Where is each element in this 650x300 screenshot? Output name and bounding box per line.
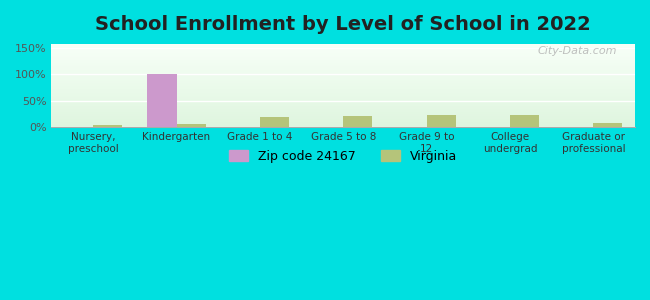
Bar xyxy=(51,56,635,57)
Bar xyxy=(510,115,539,127)
Bar xyxy=(51,103,635,104)
Bar xyxy=(51,54,635,55)
Bar xyxy=(51,111,635,112)
Bar xyxy=(51,87,635,88)
Legend: Zip code 24167, Virginia: Zip code 24167, Virginia xyxy=(223,144,463,170)
Bar xyxy=(51,69,635,70)
Bar xyxy=(51,64,635,65)
Bar xyxy=(51,106,635,107)
Bar xyxy=(51,85,635,86)
Bar xyxy=(51,59,635,60)
Bar xyxy=(51,76,635,77)
Bar xyxy=(51,100,635,101)
Bar xyxy=(51,82,635,83)
Bar xyxy=(51,52,635,53)
Bar xyxy=(593,122,623,127)
Bar xyxy=(51,123,635,124)
Bar xyxy=(51,74,635,75)
Bar xyxy=(51,124,635,125)
Bar xyxy=(51,99,635,100)
Bar xyxy=(51,61,635,62)
Bar xyxy=(51,93,635,94)
Bar xyxy=(51,58,635,59)
Bar xyxy=(51,45,635,46)
Bar xyxy=(51,73,635,74)
Bar xyxy=(51,104,635,105)
Bar xyxy=(51,108,635,109)
Bar xyxy=(51,107,635,108)
Text: City-Data.com: City-Data.com xyxy=(538,46,617,56)
Bar xyxy=(51,86,635,87)
Bar xyxy=(51,102,635,103)
Bar xyxy=(51,62,635,63)
Bar xyxy=(51,101,635,102)
Bar xyxy=(51,98,635,99)
Bar xyxy=(51,88,635,89)
Bar xyxy=(343,116,372,127)
Bar xyxy=(51,51,635,52)
Bar xyxy=(51,50,635,51)
Bar xyxy=(426,115,456,127)
Bar xyxy=(51,118,635,119)
Bar xyxy=(51,96,635,97)
Bar xyxy=(51,116,635,117)
Bar xyxy=(51,89,635,90)
Bar xyxy=(51,78,635,79)
Bar xyxy=(51,120,635,121)
Bar xyxy=(51,61,635,62)
Bar xyxy=(51,44,635,45)
Bar xyxy=(51,84,635,85)
Bar xyxy=(51,63,635,64)
Bar xyxy=(51,46,635,47)
Bar xyxy=(51,79,635,80)
Bar xyxy=(51,126,635,127)
Bar xyxy=(51,48,635,49)
Bar xyxy=(177,124,205,127)
Bar xyxy=(51,65,635,66)
Title: School Enrollment by Level of School in 2022: School Enrollment by Level of School in … xyxy=(96,15,591,34)
Bar xyxy=(51,113,635,114)
Bar xyxy=(51,121,635,122)
Bar xyxy=(51,115,635,116)
Bar xyxy=(51,90,635,91)
Bar xyxy=(51,112,635,113)
Bar xyxy=(51,67,635,68)
Bar xyxy=(51,71,635,72)
Bar xyxy=(51,95,635,96)
Bar xyxy=(51,70,635,71)
Bar xyxy=(51,77,635,78)
Bar xyxy=(51,92,635,93)
Bar xyxy=(51,66,635,67)
Bar xyxy=(260,117,289,127)
Bar xyxy=(51,49,635,50)
Bar xyxy=(51,60,635,61)
Bar xyxy=(148,74,177,127)
Bar xyxy=(51,94,635,95)
Bar xyxy=(51,53,635,54)
Bar xyxy=(51,125,635,126)
Bar xyxy=(51,117,635,118)
Bar xyxy=(51,114,635,115)
Bar xyxy=(51,47,635,48)
Bar xyxy=(51,110,635,111)
Bar xyxy=(51,83,635,84)
Bar xyxy=(51,57,635,58)
Bar xyxy=(51,97,635,98)
Bar xyxy=(51,72,635,73)
Bar xyxy=(51,68,635,69)
Bar xyxy=(51,109,635,110)
Bar xyxy=(51,119,635,120)
Bar xyxy=(51,122,635,123)
Bar xyxy=(51,80,635,81)
Bar xyxy=(51,105,635,106)
Bar xyxy=(51,75,635,76)
Bar xyxy=(51,81,635,82)
Bar xyxy=(93,124,122,127)
